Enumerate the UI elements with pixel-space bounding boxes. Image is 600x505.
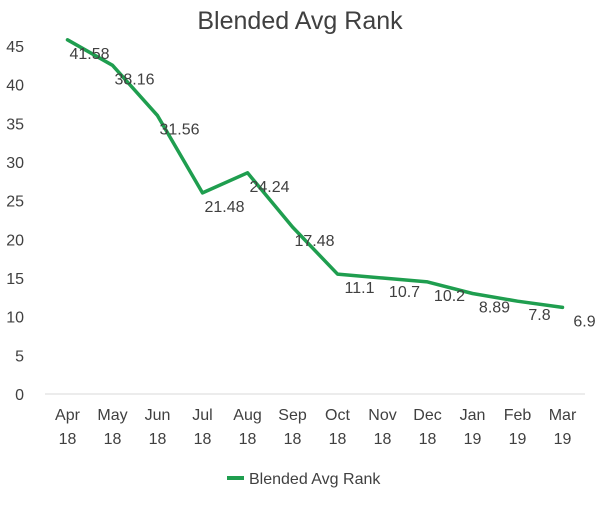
plot-area [65, 38, 565, 310]
data-label: 41.58 [69, 46, 109, 63]
x-tick-label: Feb 19 [504, 407, 532, 448]
x-tick-label: Aug 18 [233, 407, 261, 448]
y-tick-label: 20 [6, 232, 24, 249]
x-tick-label: Jul 18 [192, 407, 212, 448]
data-label: 11.1 [345, 280, 375, 297]
y-tick-label: 10 [6, 310, 24, 327]
x-tick-label: Sep 18 [278, 407, 307, 448]
data-label: 24.24 [249, 179, 289, 196]
y-tick-label: 35 [6, 116, 24, 133]
x-tick-label: Apr 18 [55, 407, 81, 448]
x-tick-label: May 18 [97, 407, 127, 448]
data-labels: 41.58 38.16 31.56 21.48 24.24 17.48 11.1 10.7 10… [69, 46, 595, 331]
y-tick-label: 30 [6, 155, 24, 172]
y-axis: 0 5 10 15 20 25 30 35 40 45 [6, 39, 24, 404]
x-tick-label: Mar 19 [549, 407, 577, 448]
y-tick-label: 45 [6, 39, 24, 56]
legend: Blended Avg Rank [227, 471, 381, 488]
y-tick-label: 25 [6, 194, 24, 211]
data-label: 17.48 [294, 233, 334, 250]
data-label: 10.7 [389, 284, 420, 301]
data-label: 6.9 [573, 313, 595, 330]
y-tick-label: 15 [6, 271, 24, 288]
y-tick-label: 0 [15, 387, 24, 404]
x-tick-label: Jun 18 [145, 407, 171, 448]
legend-label: Blended Avg Rank [249, 471, 381, 488]
x-tick-label: Dec 18 [413, 407, 441, 448]
data-label: 31.56 [159, 122, 199, 139]
data-label: 8.89 [479, 299, 510, 316]
y-tick-label: 40 [6, 78, 24, 95]
x-tick-label: Oct 18 [325, 407, 350, 448]
x-tick-label: Jan 19 [460, 407, 486, 448]
data-label: 38.16 [114, 71, 154, 88]
y-tick-label: 5 [15, 348, 24, 365]
x-axis: Apr 18 May 18 Jun 18 Jul 18 Aug 18 Sep 18 Oct 18 Nov 18… [45, 393, 585, 448]
chart-title: Blended Avg Rank [197, 7, 403, 35]
data-label: 21.48 [204, 199, 244, 216]
series-line [65, 38, 565, 310]
x-tick-label: Nov 18 [368, 407, 396, 448]
data-label: 7.8 [528, 307, 550, 324]
data-label: 10.2 [434, 288, 465, 305]
